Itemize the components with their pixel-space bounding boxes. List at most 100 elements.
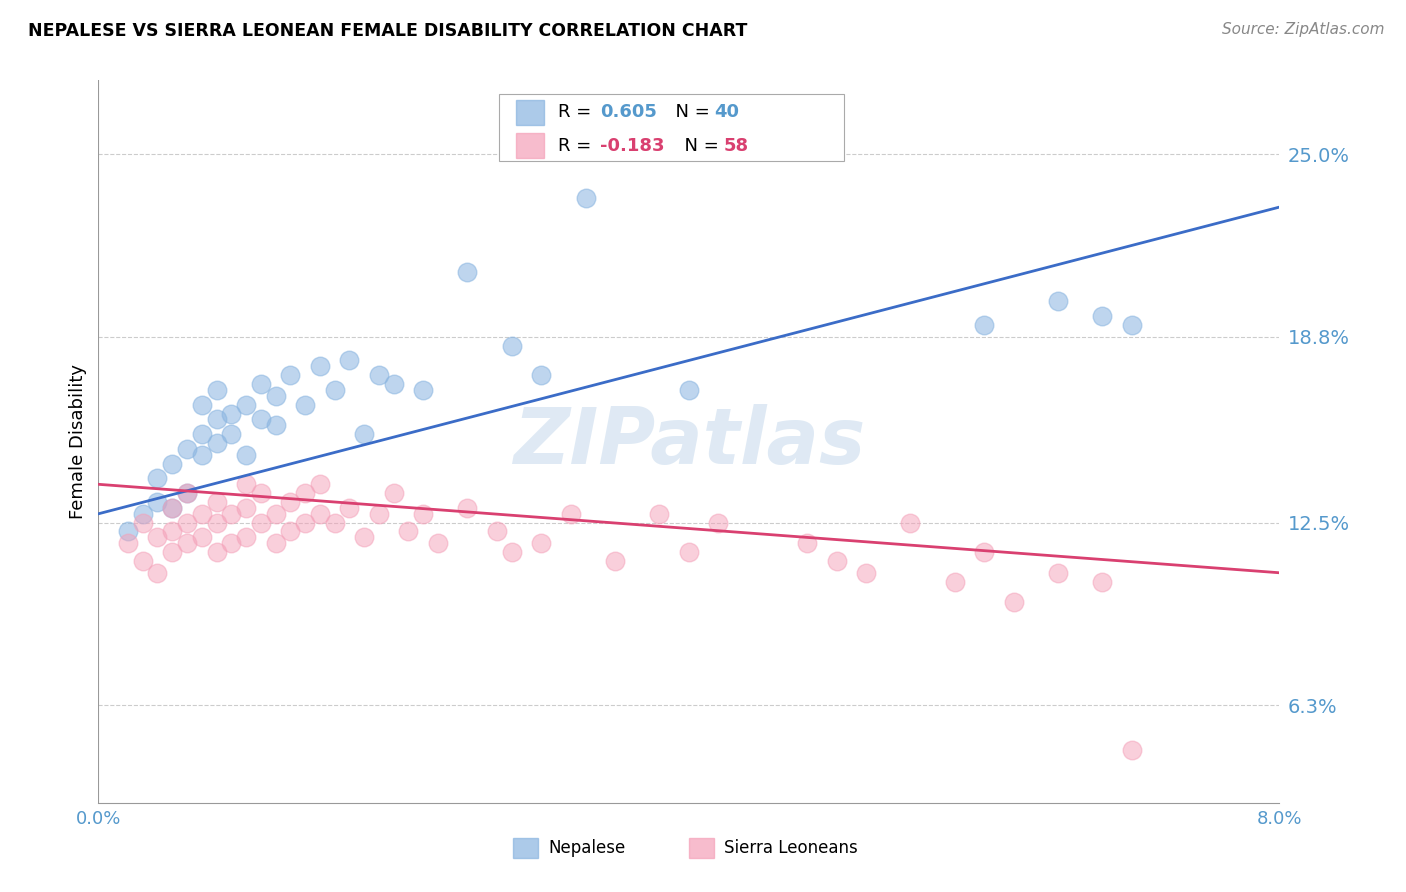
- Point: [146, 495, 169, 509]
- Point: [943, 574, 966, 589]
- Point: [530, 368, 553, 383]
- Text: Sierra Leoneans: Sierra Leoneans: [724, 839, 858, 857]
- Point: [191, 427, 214, 442]
- Point: [501, 339, 523, 353]
- Y-axis label: Female Disability: Female Disability: [69, 364, 87, 519]
- Point: [294, 398, 316, 412]
- Point: [132, 507, 155, 521]
- Point: [250, 516, 273, 530]
- Point: [575, 191, 598, 205]
- Text: 58: 58: [724, 136, 749, 155]
- Point: [678, 545, 700, 559]
- Point: [205, 516, 228, 530]
- Point: [191, 530, 214, 544]
- Point: [205, 383, 228, 397]
- Point: [280, 495, 302, 509]
- Point: [205, 495, 228, 509]
- Point: [323, 516, 346, 530]
- Point: [605, 554, 627, 568]
- Point: [176, 516, 198, 530]
- Point: [146, 566, 169, 580]
- Point: [382, 486, 405, 500]
- Text: R =: R =: [558, 136, 598, 155]
- Point: [973, 545, 995, 559]
- Point: [339, 500, 361, 515]
- Point: [191, 398, 214, 412]
- Text: 0.605: 0.605: [600, 103, 657, 121]
- Text: Nepalese: Nepalese: [548, 839, 626, 857]
- Text: -0.183: -0.183: [600, 136, 665, 155]
- Point: [294, 516, 316, 530]
- Point: [353, 427, 375, 442]
- Point: [264, 418, 287, 433]
- Point: [412, 383, 434, 397]
- Point: [176, 536, 198, 550]
- Point: [205, 545, 228, 559]
- Point: [323, 383, 346, 397]
- Point: [221, 427, 243, 442]
- Point: [501, 545, 523, 559]
- Text: 40: 40: [714, 103, 740, 121]
- Point: [264, 389, 287, 403]
- Point: [264, 507, 287, 521]
- Point: [146, 471, 169, 485]
- Point: [176, 486, 198, 500]
- Point: [221, 536, 243, 550]
- Point: [560, 507, 582, 521]
- Point: [205, 412, 228, 426]
- Point: [117, 536, 139, 550]
- Point: [264, 536, 287, 550]
- Point: [235, 448, 257, 462]
- Point: [294, 486, 316, 500]
- Point: [382, 377, 405, 392]
- Point: [398, 524, 420, 539]
- Point: [235, 530, 257, 544]
- Point: [235, 477, 257, 491]
- Point: [162, 524, 183, 539]
- Point: [457, 265, 479, 279]
- Point: [678, 383, 700, 397]
- Point: [427, 536, 450, 550]
- Point: [250, 412, 273, 426]
- Point: [368, 507, 391, 521]
- Point: [973, 318, 995, 332]
- Point: [457, 500, 479, 515]
- Point: [796, 536, 818, 550]
- Point: [309, 477, 332, 491]
- Point: [176, 442, 198, 456]
- Point: [162, 500, 183, 515]
- Point: [117, 524, 139, 539]
- Point: [221, 407, 243, 421]
- Point: [900, 516, 922, 530]
- Point: [707, 516, 730, 530]
- Point: [486, 524, 509, 539]
- Point: [309, 359, 332, 374]
- Point: [162, 545, 183, 559]
- Point: [235, 398, 257, 412]
- Point: [280, 368, 302, 383]
- Point: [176, 486, 198, 500]
- Point: [221, 507, 243, 521]
- Point: [368, 368, 391, 383]
- Point: [825, 554, 848, 568]
- Point: [191, 448, 214, 462]
- Point: [353, 530, 375, 544]
- Point: [339, 353, 361, 368]
- Point: [132, 516, 155, 530]
- Point: [250, 377, 273, 392]
- Text: ZIPatlas: ZIPatlas: [513, 403, 865, 480]
- Text: Source: ZipAtlas.com: Source: ZipAtlas.com: [1222, 22, 1385, 37]
- Text: NEPALESE VS SIERRA LEONEAN FEMALE DISABILITY CORRELATION CHART: NEPALESE VS SIERRA LEONEAN FEMALE DISABI…: [28, 22, 748, 40]
- Text: N =: N =: [664, 103, 716, 121]
- Point: [1046, 294, 1070, 309]
- Point: [648, 507, 671, 521]
- Point: [132, 554, 155, 568]
- Point: [1121, 318, 1143, 332]
- Point: [250, 486, 273, 500]
- Point: [530, 536, 553, 550]
- Point: [412, 507, 434, 521]
- Text: N =: N =: [673, 136, 725, 155]
- Point: [235, 500, 257, 515]
- Point: [1121, 742, 1143, 756]
- Point: [1002, 595, 1025, 609]
